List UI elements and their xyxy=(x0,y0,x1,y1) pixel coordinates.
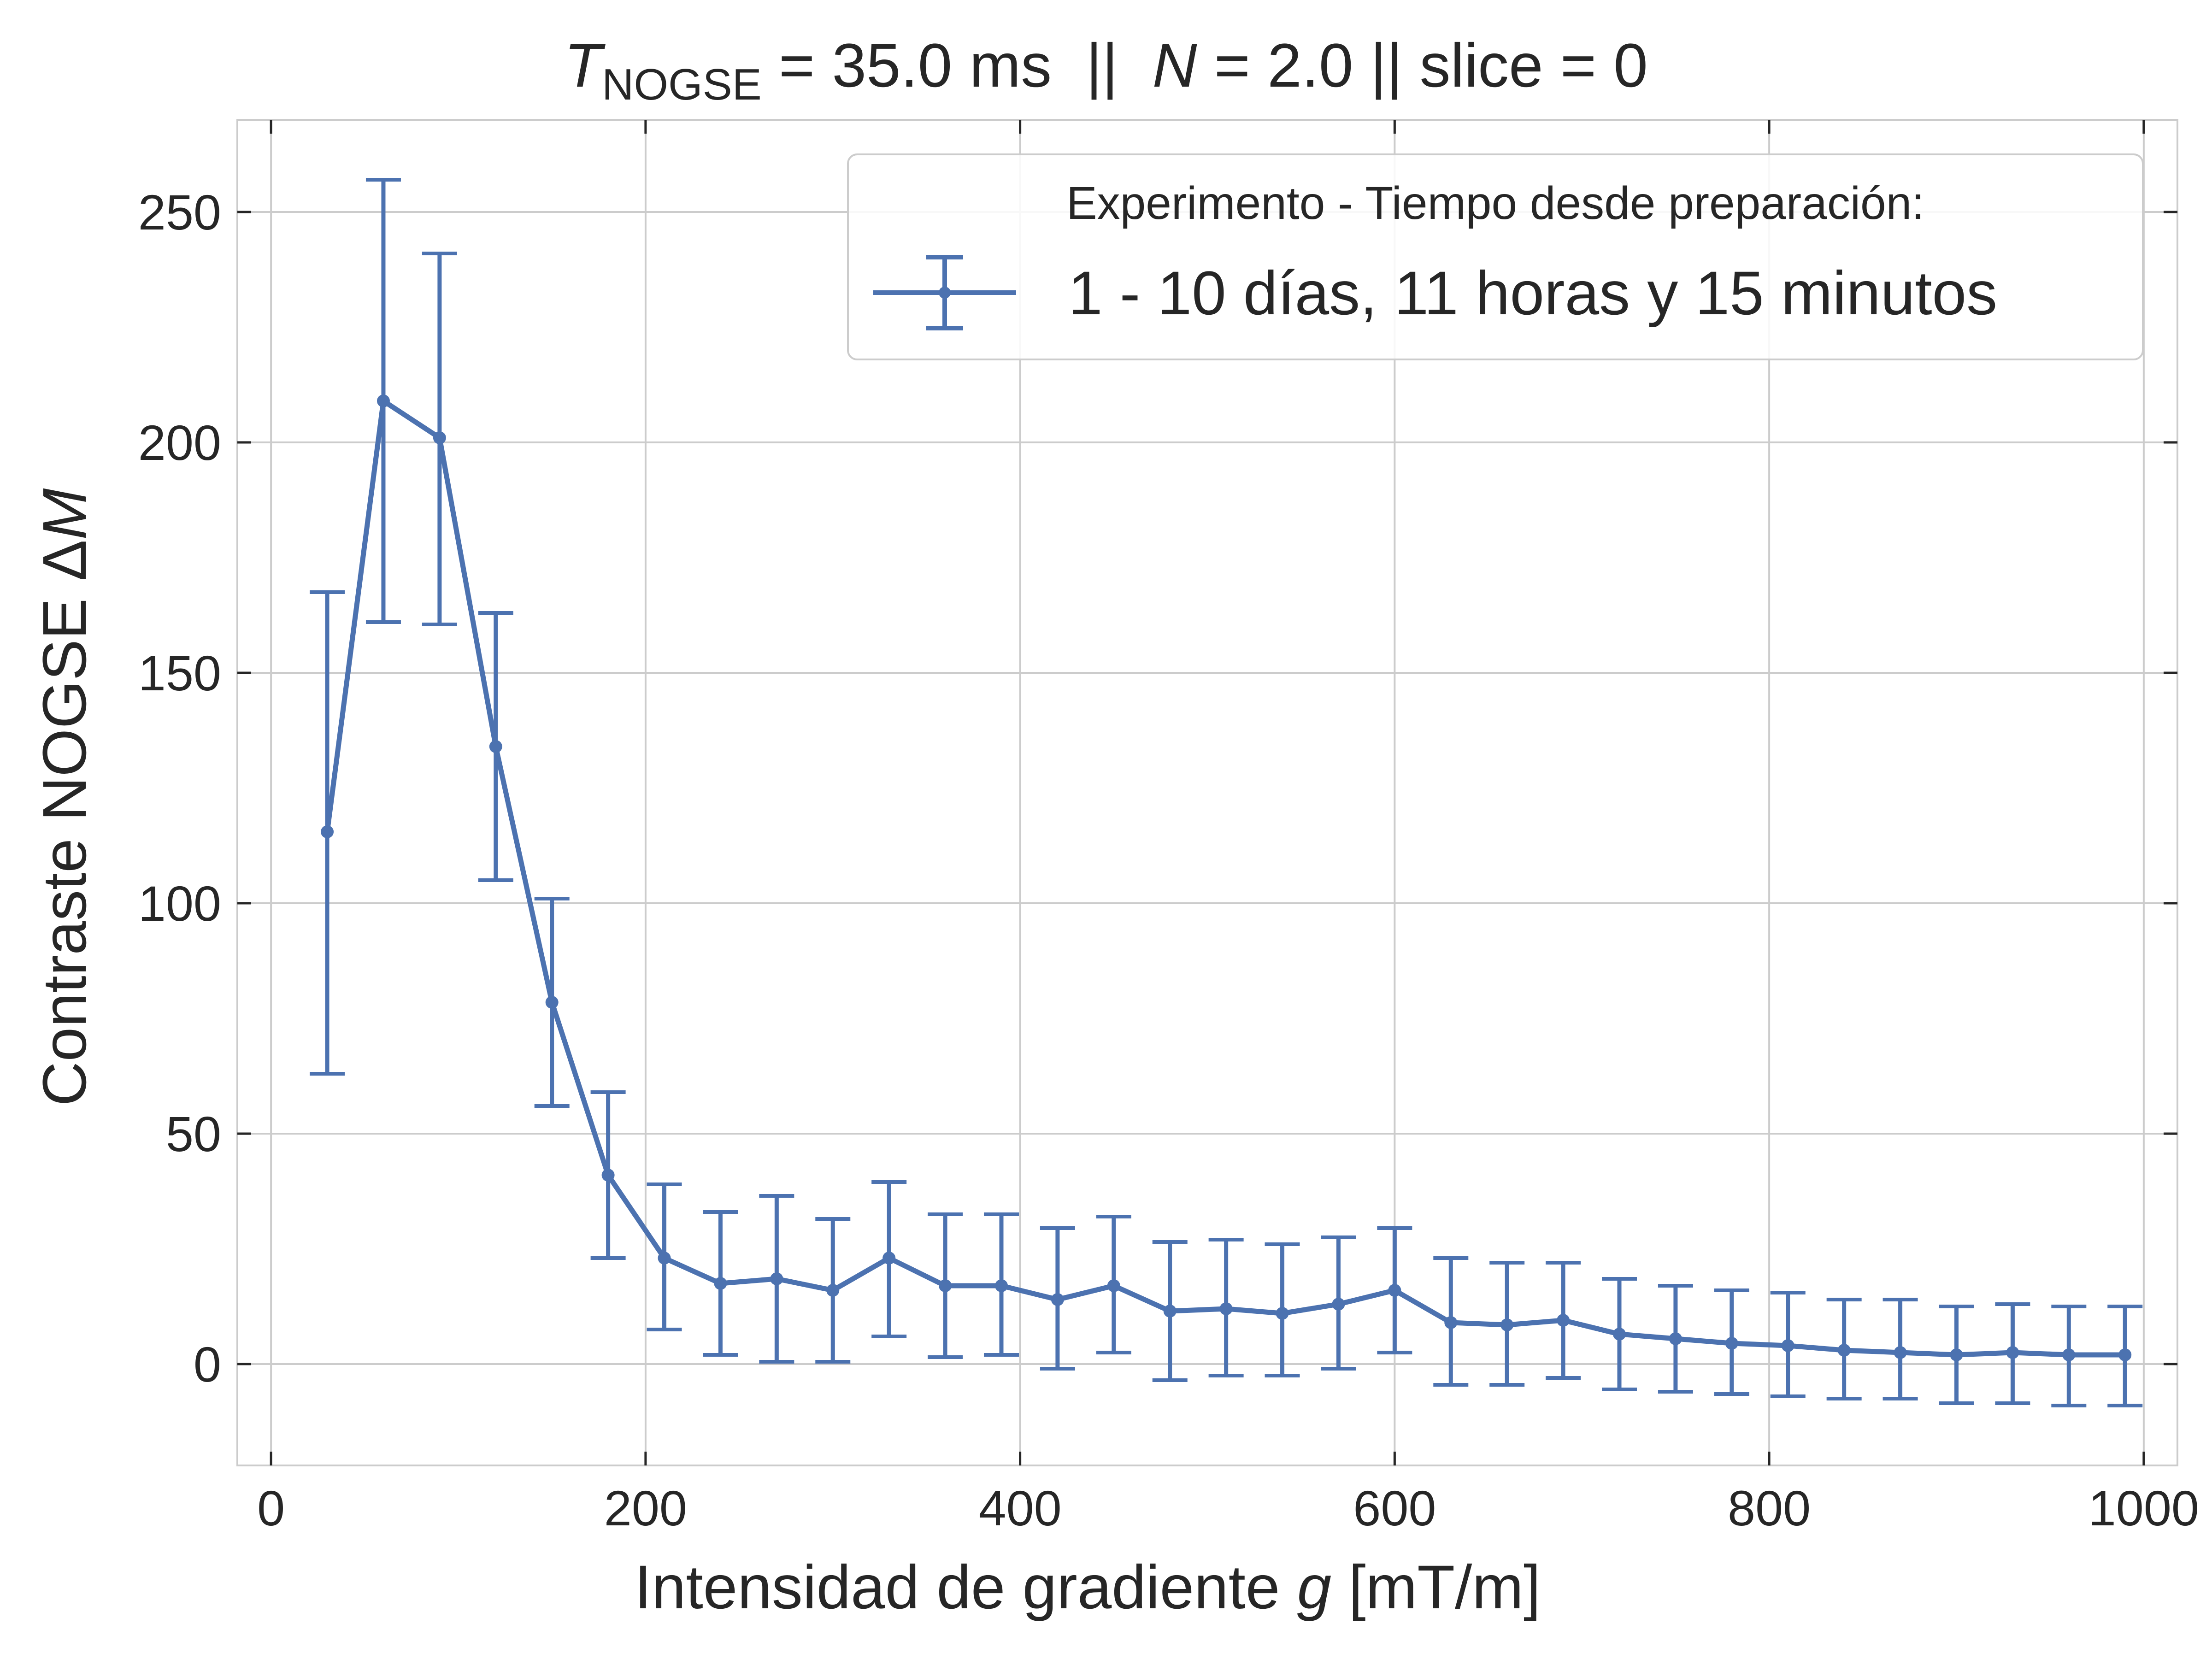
data-point-3 xyxy=(489,740,502,753)
data-point-10 xyxy=(882,1252,896,1265)
data-point-14 xyxy=(1107,1279,1120,1292)
data-point-5 xyxy=(601,1169,615,1182)
x-tick-label-5: 1000 xyxy=(2088,1480,2199,1536)
x-tick-label-1: 200 xyxy=(604,1480,687,1536)
y-axis-label: Contraste NOGSE ΔM xyxy=(30,488,99,1106)
data-point-8 xyxy=(770,1272,783,1285)
data-point-7 xyxy=(714,1277,727,1290)
x-axis-label-text: Intensidad de gradiente xyxy=(635,1553,1297,1622)
data-point-24 xyxy=(1669,1332,1682,1345)
legend: Experimento - Tiempo desde preparación: … xyxy=(847,153,2144,360)
data-point-29 xyxy=(1950,1348,1963,1361)
data-point-27 xyxy=(1837,1344,1851,1357)
x-tick-label-2: 400 xyxy=(979,1480,1062,1536)
ticks xyxy=(237,120,2177,1465)
data-point-16 xyxy=(1219,1302,1233,1315)
data-point-21 xyxy=(1500,1318,1514,1331)
legend-entry-series-1: 1 - 10 días, 11 horas y 15 minutos xyxy=(1068,259,1997,328)
y-tick-label-2: 100 xyxy=(138,876,221,931)
data-point-13 xyxy=(1051,1293,1064,1306)
data-point-17 xyxy=(1276,1307,1289,1320)
data-point-18 xyxy=(1332,1298,1345,1311)
x-tick-label-0: 0 xyxy=(257,1480,285,1536)
y-tick-label-0: 0 xyxy=(194,1336,221,1392)
x-tick-label-3: 600 xyxy=(1353,1480,1436,1536)
x-axis-label-unit: [mT/m] xyxy=(1331,1553,1541,1622)
y-tick-label-3: 150 xyxy=(138,645,221,701)
tick-labels: 0 200 400 600 800 1000 0 50 100 150 200 250 xyxy=(138,184,2199,1536)
data-point-32 xyxy=(2118,1348,2132,1361)
plot-frame xyxy=(236,119,2178,1466)
title-part-1: = 35.0 ms || xyxy=(762,31,1153,100)
legend-marker-dot xyxy=(939,287,951,299)
data-point-28 xyxy=(1894,1346,1907,1359)
data-point-4 xyxy=(545,996,559,1009)
data-point-1 xyxy=(377,394,390,407)
data-point-19 xyxy=(1388,1284,1401,1297)
data-point-23 xyxy=(1613,1328,1626,1341)
x-tick-label-4: 800 xyxy=(1728,1480,1811,1536)
x-axis-label: Intensidad de gradiente g [mT/m] xyxy=(635,1553,1541,1622)
title-subscript: NOGSE xyxy=(602,60,762,109)
data-point-12 xyxy=(994,1279,1008,1292)
legend-title: Experimento - Tiempo desde preparación: xyxy=(1066,177,1924,229)
y-tick-label-1: 50 xyxy=(166,1106,221,1162)
series-1 xyxy=(310,178,2143,1407)
data-point-31 xyxy=(2062,1348,2076,1361)
x-axis-label-symbol: g xyxy=(1297,1553,1332,1622)
data-point-26 xyxy=(1781,1339,1794,1352)
data-point-2 xyxy=(433,431,446,444)
data-point-9 xyxy=(826,1284,840,1297)
title-n-symbol: N xyxy=(1153,31,1197,100)
series-layer xyxy=(310,178,2143,1407)
data-point-20 xyxy=(1444,1316,1458,1329)
title-part-2: = 2.0 || slice = 0 xyxy=(1197,31,1647,100)
data-point-25 xyxy=(1725,1337,1738,1350)
y-tick-label-5: 250 xyxy=(138,184,221,240)
y-tick-label-4: 200 xyxy=(138,415,221,471)
chart-title: TNOGSE = 35.0 ms || N = 2.0 || slice = 0 xyxy=(564,31,1648,109)
data-point-15 xyxy=(1163,1305,1177,1318)
title-t-symbol: T xyxy=(564,31,606,100)
data-point-6 xyxy=(658,1252,671,1265)
y-axis-label-text: Contraste NOGSE Δ xyxy=(30,540,99,1106)
data-point-0 xyxy=(321,825,334,838)
y-axis-label-symbol: M xyxy=(30,488,99,540)
data-point-11 xyxy=(939,1279,952,1292)
legend-box xyxy=(847,153,2144,360)
data-point-22 xyxy=(1557,1314,1570,1327)
data-point-30 xyxy=(2006,1346,2019,1359)
